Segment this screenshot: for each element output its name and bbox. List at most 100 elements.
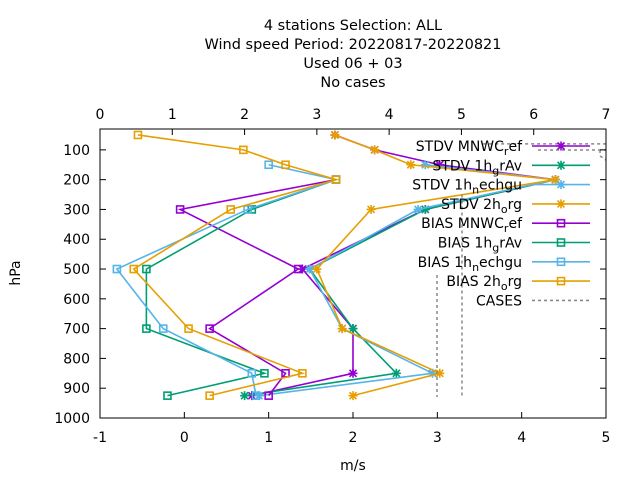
data-point-marker [205,391,214,400]
data-point-marker [420,204,430,214]
legend-marker [556,238,566,247]
data-point-marker [348,368,358,378]
data-point-marker [243,205,252,214]
data-point-marker [163,391,172,400]
legend-marker [556,218,566,228]
plot-area [112,130,607,401]
x2-tick-label: 5 [457,107,466,123]
legend-label: BIAS 1hgrAv [438,236,522,255]
x-tick-label: 3 [433,430,442,446]
data-point-marker [312,264,322,274]
data-point-marker [264,160,273,170]
data-point-marker [260,369,269,378]
y-tick-label: 800 [63,351,90,367]
data-point-marker [406,160,416,170]
data-point-marker [391,368,401,378]
legend-label: BIAS 1hnechgu [418,255,522,274]
chart-title: 4 stations Selection: ALL Wind speed Peri… [204,18,501,91]
x2-tick-label: 6 [529,107,538,123]
legend-label: BIAS 2horg [446,274,522,293]
data-point-marker [247,369,257,378]
x-axis-label: m/s [340,458,366,474]
title-line: Wind speed Period: 20220817-20220821 [204,37,501,53]
x2-tick-label: 1 [168,107,177,123]
legend-marker [556,257,566,267]
data-point-marker [550,175,560,185]
data-point-marker [331,175,341,184]
x2-tick-label: 4 [385,107,394,123]
data-point-marker [305,264,315,274]
data-point-marker [413,204,423,214]
legend-marker [556,199,566,209]
series-line [177,178,337,397]
series-line [436,194,463,398]
data-point-marker [264,391,273,400]
y-tick-label: 1000 [54,411,90,427]
x-tick-label: 4 [517,430,526,446]
data-point-marker [239,145,248,155]
data-point-marker [142,264,151,274]
series-bias-mnwc-ref [175,175,341,400]
x-tick-label: 0 [180,430,189,446]
data-point-marker [330,130,340,140]
data-point-marker [112,264,122,274]
data-point-marker [337,324,347,334]
data-point-marker [226,205,236,214]
legend-marker [556,276,566,286]
legend-label: STDV 2horg [441,197,522,216]
y-tick-label: 600 [63,292,90,308]
series-line [132,134,340,397]
data-point-marker [420,160,430,170]
data-point-marker [133,130,143,140]
y-tick-label: 500 [63,262,90,278]
data-point-marker [142,324,151,333]
data-point-marker [175,205,185,214]
series-line [244,178,556,397]
data-point-marker [205,324,214,333]
data-point-marker [370,145,380,155]
series-bias-1h-nechgu [112,160,341,400]
x2-tick-label: 7 [602,107,611,123]
legend-marker [556,160,566,170]
series-bias-1h-grav [142,175,341,400]
x2-tick-label: 3 [312,107,321,123]
y-tick-label: 400 [63,232,90,248]
legend-label: STDV MNWCref [416,139,523,158]
data-point-marker [366,204,376,214]
data-point-marker [428,368,438,378]
title-line: Used 06 + 03 [303,56,402,72]
y-tick-label: 900 [63,381,90,397]
data-point-marker [240,391,250,401]
data-point-marker [435,160,445,170]
series-line [538,149,607,161]
x2-tick-label: 0 [96,107,105,123]
data-point-marker [435,368,445,378]
x-tick-label: 5 [602,430,611,446]
series-stdv-2h-org [312,130,560,401]
legend-item: BIAS 1hnechgu [418,255,590,274]
series-cases [436,143,607,398]
legend-item: BIAS 1hgrAv [438,236,590,255]
title-line: 4 stations Selection: ALL [264,18,442,34]
data-point-marker [348,391,358,401]
data-point-marker [298,369,307,378]
data-point-marker [184,324,193,333]
legend-marker [556,180,566,190]
series-bias-2h-org [129,130,341,400]
title-line: No cases [320,75,385,91]
data-point-marker [293,264,303,274]
data-point-marker [251,391,261,400]
x-tick-label: 1 [264,430,273,446]
data-point-marker [281,160,290,170]
y-axis-label: hPa [8,260,24,285]
legend-label: STDV 1hnechgu [412,178,522,197]
series-line [115,163,340,396]
x2-tick-label: 2 [240,107,249,123]
data-point-marker [129,264,139,274]
legend-item: BIAS MNWCref [421,216,590,235]
legend-label: STDV 1hgrAv [432,158,522,177]
y-tick-label: 200 [63,173,90,189]
legend-item: STDV 1hgrAv [432,158,590,177]
data-point-marker [158,324,168,333]
